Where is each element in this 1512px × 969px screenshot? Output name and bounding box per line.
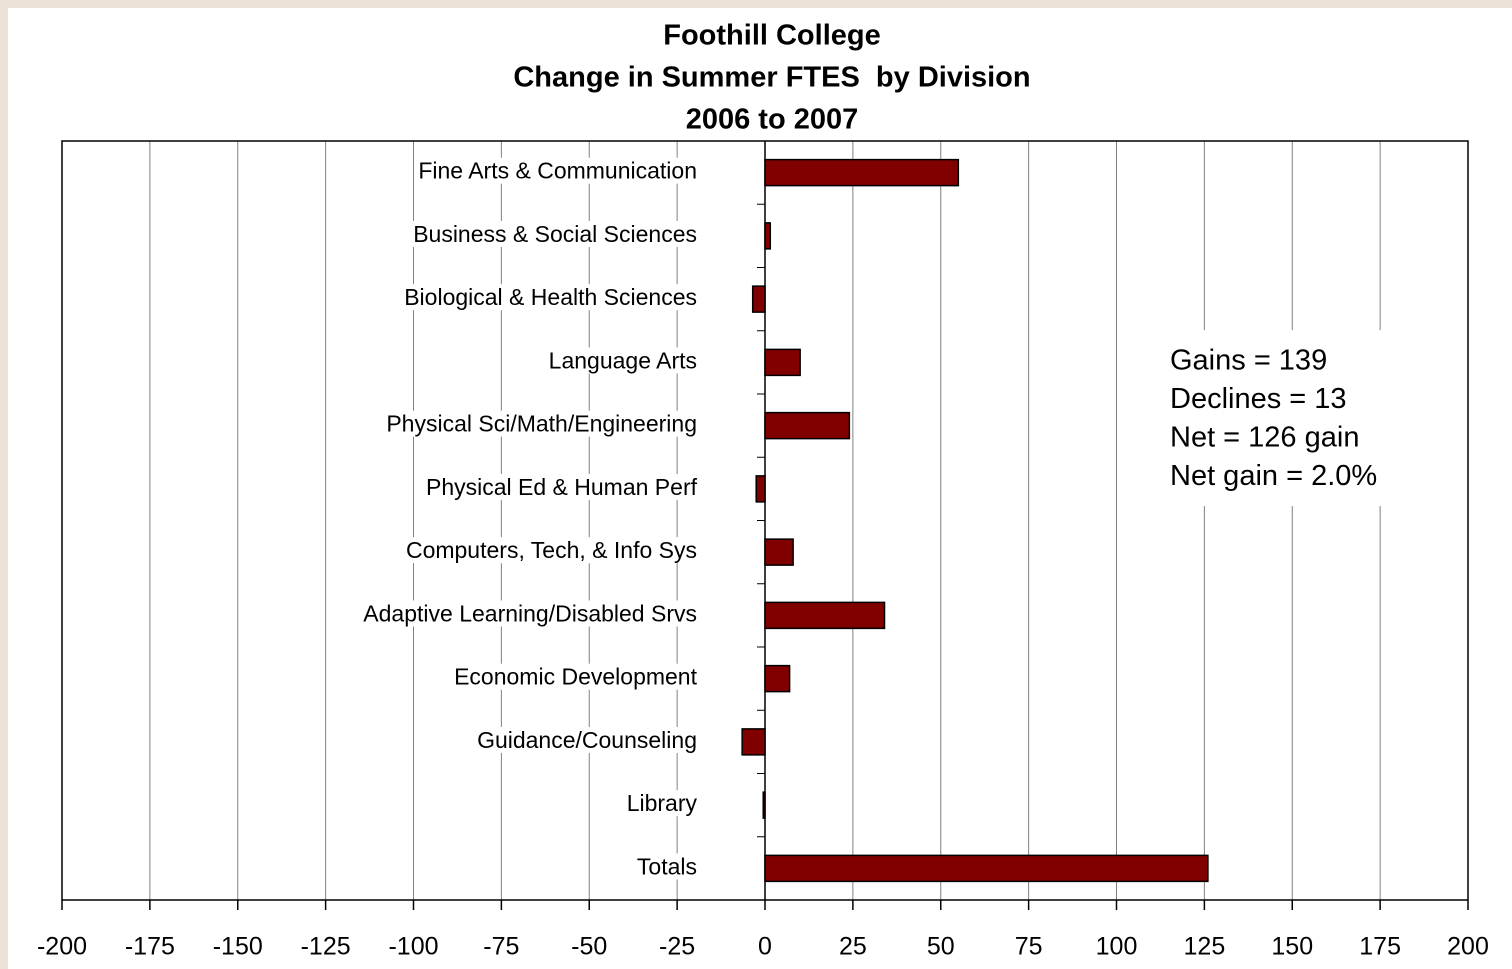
y-tick-label: Computers, Tech, & Info Sys — [406, 537, 697, 563]
y-tick-label: Physical Ed & Human Perf — [426, 474, 698, 500]
x-tick-label: 100 — [1096, 933, 1138, 961]
y-tick-label: Biological & Health Sciences — [404, 284, 697, 310]
bar — [764, 348, 801, 377]
bar — [764, 411, 851, 440]
x-tick-label: -125 — [301, 933, 351, 961]
y-tick-label: Adaptive Learning/Disabled Srvs — [363, 600, 697, 626]
y-tick-label: Library — [627, 790, 698, 816]
annotation: Net gain = 2.0% — [1170, 460, 1377, 492]
label-background — [452, 663, 700, 690]
label-background — [361, 600, 699, 627]
x-tick-label: 175 — [1359, 933, 1401, 961]
bar — [764, 222, 772, 250]
x-tick-label: -75 — [483, 933, 519, 961]
label-background — [423, 473, 700, 500]
label-background — [402, 284, 699, 311]
x-tick-label: -200 — [37, 933, 87, 961]
annotation-background — [1160, 330, 1400, 506]
x-tick-label: -150 — [213, 933, 263, 961]
bar — [762, 791, 766, 819]
y-tick-label: Fine Arts & Communication — [418, 158, 697, 184]
bar — [764, 601, 886, 630]
chart-title: Foothill College — [663, 20, 881, 52]
y-tick-label: Language Arts — [549, 347, 697, 373]
chart-title: Change in Summer FTES by Division — [513, 62, 1030, 94]
bar — [741, 728, 766, 756]
x-tick-label: -175 — [125, 933, 175, 961]
label-background — [475, 726, 699, 753]
annotation: Declines = 13 — [1170, 383, 1347, 415]
y-tick-label: Economic Development — [454, 664, 698, 690]
x-tick-label: 75 — [1015, 933, 1043, 961]
bar — [751, 285, 766, 313]
x-tick-label: 25 — [839, 933, 867, 961]
label-background — [416, 157, 699, 184]
y-tick-label: Totals — [637, 853, 697, 879]
x-tick-label: 150 — [1271, 933, 1313, 961]
chart-title: 2006 to 2007 — [686, 104, 859, 136]
annotation: Net = 126 gain — [1170, 422, 1359, 454]
bar — [764, 854, 1209, 883]
y-tick-label: Physical Sci/Math/Engineering — [386, 411, 697, 437]
bar — [764, 538, 794, 566]
bar — [755, 475, 766, 503]
x-tick-label: 0 — [758, 933, 772, 961]
label-background — [384, 410, 699, 437]
label-background — [624, 790, 700, 817]
x-tick-label: -100 — [388, 933, 438, 961]
x-tick-label: 125 — [1184, 933, 1226, 961]
x-tick-label: -50 — [571, 933, 607, 961]
y-tick-label: Guidance/Counseling — [477, 727, 697, 753]
y-tick-label: Business & Social Sciences — [413, 221, 697, 247]
x-tick-label: -25 — [659, 933, 695, 961]
label-background — [546, 347, 699, 374]
x-tick-label: 50 — [927, 933, 955, 961]
label-background — [634, 853, 699, 880]
annotation: Gains = 139 — [1170, 345, 1327, 377]
bar — [764, 664, 791, 693]
label-background — [411, 220, 699, 247]
label-background — [403, 537, 699, 564]
x-tick-label: 200 — [1447, 933, 1489, 961]
bar — [764, 158, 960, 187]
